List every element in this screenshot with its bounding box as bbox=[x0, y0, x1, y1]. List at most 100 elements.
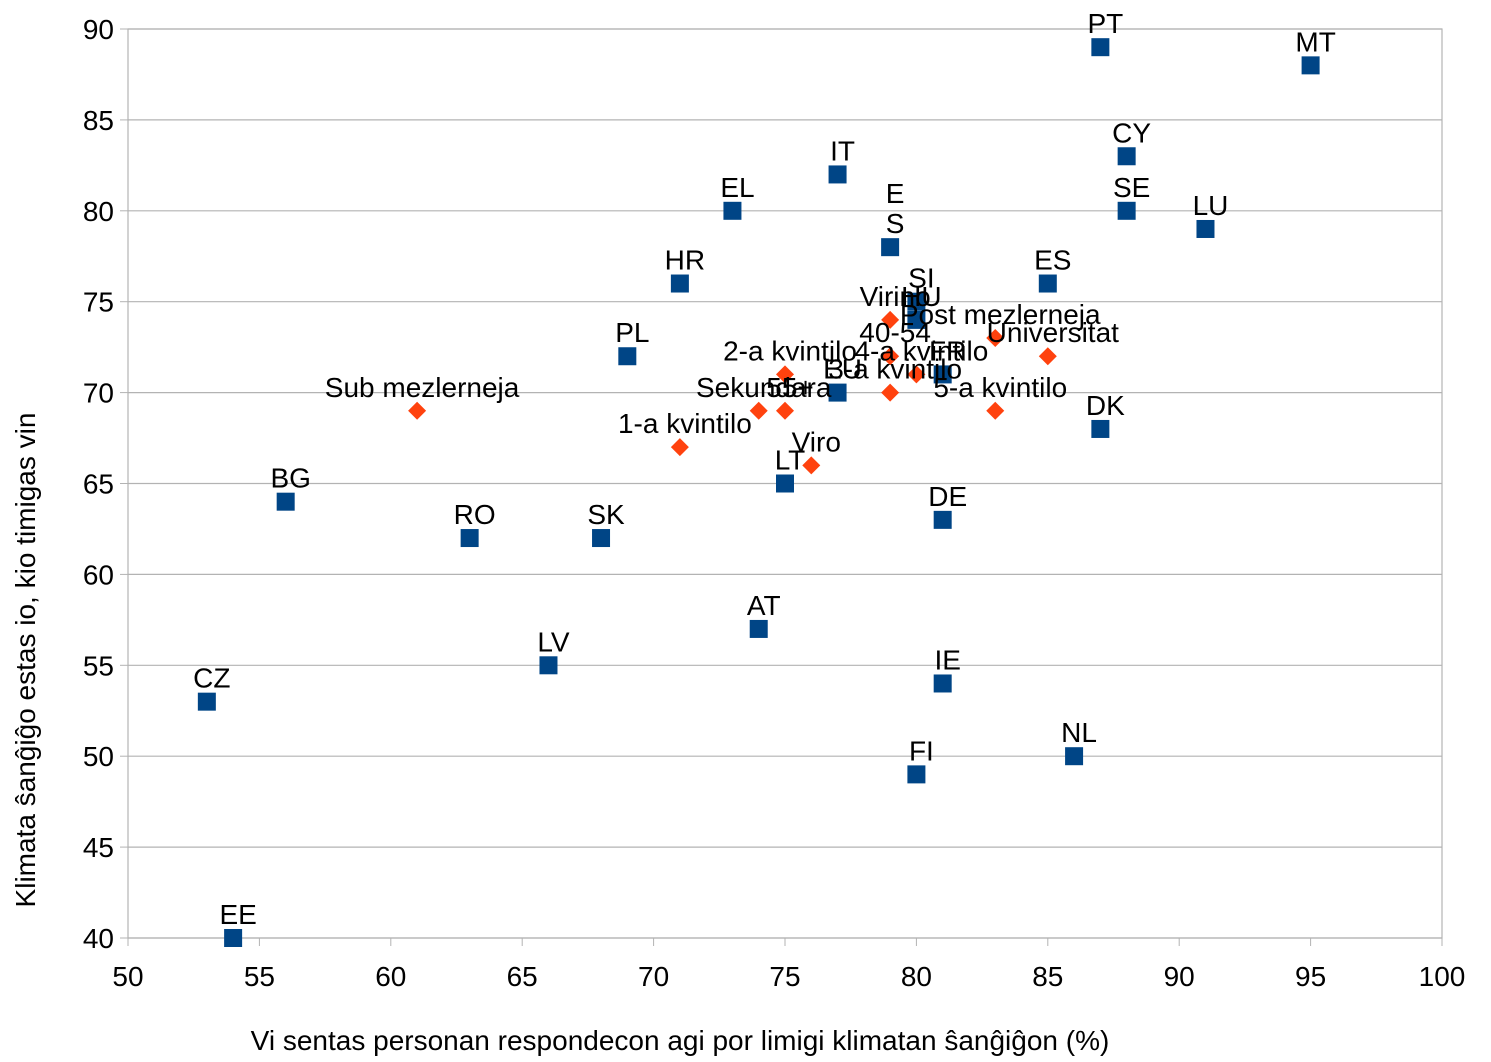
x-tick-label: 60 bbox=[375, 961, 406, 992]
point bbox=[828, 383, 847, 402]
point-label: LU bbox=[1193, 190, 1229, 221]
point bbox=[828, 165, 847, 184]
point bbox=[907, 292, 926, 311]
point-label: Virino bbox=[860, 281, 931, 312]
point-label: SK bbox=[587, 499, 625, 530]
y-tick-label: 75 bbox=[83, 287, 114, 318]
point-label: AT bbox=[747, 590, 781, 621]
point-label: 1-a kvintilo bbox=[618, 408, 752, 439]
point bbox=[197, 692, 216, 711]
point-label: EE bbox=[219, 899, 256, 930]
point bbox=[907, 765, 926, 784]
point-label: 2-a kvintilo bbox=[723, 335, 857, 366]
point bbox=[881, 310, 900, 329]
point-label: DE bbox=[928, 481, 967, 512]
point bbox=[881, 383, 900, 402]
point-label: ES bbox=[1034, 245, 1071, 276]
y-tick-label: 50 bbox=[83, 741, 114, 772]
point bbox=[539, 656, 558, 675]
point-label: PT bbox=[1087, 8, 1123, 39]
point-label: FR bbox=[929, 335, 966, 366]
point bbox=[802, 456, 821, 475]
point-label: HU bbox=[901, 281, 941, 312]
point-label: 55+ bbox=[766, 372, 814, 403]
point bbox=[408, 401, 427, 420]
plot-frame bbox=[127, 28, 1443, 939]
point bbox=[749, 401, 768, 420]
point bbox=[776, 365, 794, 384]
point bbox=[276, 492, 295, 511]
y-tick-label: 45 bbox=[83, 832, 114, 863]
point bbox=[1196, 219, 1215, 238]
x-tick-label: 75 bbox=[769, 961, 800, 992]
point bbox=[776, 474, 794, 493]
point bbox=[907, 310, 926, 329]
point-label: 5-a kvintilo bbox=[933, 372, 1067, 403]
point bbox=[907, 365, 926, 384]
point-label: MT bbox=[1295, 26, 1335, 57]
point-label: Post mezlerneja bbox=[900, 299, 1101, 330]
point-label: SE bbox=[1113, 172, 1150, 203]
y-tick-label: 85 bbox=[83, 105, 114, 136]
point-label: BG bbox=[270, 463, 310, 494]
point bbox=[881, 238, 900, 257]
point-label: 3-a kvintilo bbox=[828, 354, 962, 385]
point bbox=[933, 674, 952, 693]
y-tick-label: 65 bbox=[83, 469, 114, 500]
point bbox=[776, 401, 794, 420]
point bbox=[224, 929, 243, 947]
point bbox=[1038, 347, 1057, 366]
point-label: NL bbox=[1061, 717, 1097, 748]
y-tick-label: 90 bbox=[83, 14, 114, 45]
point bbox=[986, 401, 1005, 420]
y-axis-title: Klimata ŝanĝiĝo estas io, kio timigas vi… bbox=[10, 413, 41, 908]
point bbox=[881, 347, 900, 366]
point-label: Viro bbox=[792, 426, 841, 457]
point bbox=[933, 365, 952, 384]
point-label: CZ bbox=[193, 663, 230, 694]
x-tick-label: 80 bbox=[901, 961, 932, 992]
point bbox=[618, 347, 637, 366]
x-tick-label: 100 bbox=[1419, 961, 1466, 992]
point bbox=[1038, 274, 1057, 293]
point-label: EL bbox=[720, 172, 754, 203]
point bbox=[460, 529, 479, 548]
x-axis-title: Vi sentas personan respondecon agi por l… bbox=[251, 1025, 1110, 1056]
point bbox=[933, 510, 952, 529]
point bbox=[1117, 147, 1136, 166]
point-label: Sub mezlerneja bbox=[325, 372, 520, 403]
point-label: Universitat bbox=[987, 317, 1119, 348]
point bbox=[1117, 201, 1136, 220]
point bbox=[670, 438, 689, 457]
point-label: PL bbox=[615, 317, 649, 348]
point-label: CY bbox=[1112, 117, 1151, 148]
point-label: DK bbox=[1086, 390, 1125, 421]
point-label: SI bbox=[908, 263, 934, 294]
y-tick-label: 55 bbox=[83, 650, 114, 681]
point-label: 4-a kvintilo bbox=[854, 335, 988, 366]
point-label: Sekundara bbox=[696, 372, 832, 403]
x-tick-label: 95 bbox=[1295, 961, 1326, 992]
point bbox=[670, 274, 689, 293]
x-tick-label: 85 bbox=[1032, 961, 1063, 992]
point-label: LT bbox=[775, 445, 806, 476]
point bbox=[1065, 747, 1084, 766]
y-tick-label: 40 bbox=[83, 923, 114, 954]
point bbox=[986, 329, 1005, 348]
y-tick-label: 70 bbox=[83, 378, 114, 409]
y-tick-label: 60 bbox=[83, 559, 114, 590]
point bbox=[1091, 38, 1110, 57]
point bbox=[1091, 419, 1110, 438]
point-label: IE bbox=[934, 644, 960, 675]
point-label: EU bbox=[823, 354, 862, 385]
point bbox=[1301, 56, 1320, 75]
x-tick-label: 65 bbox=[507, 961, 538, 992]
point bbox=[749, 619, 768, 638]
point bbox=[592, 529, 611, 548]
point-label: FI bbox=[909, 735, 934, 766]
y-tick-label: 80 bbox=[83, 196, 114, 227]
point-label: RO bbox=[454, 499, 496, 530]
point bbox=[723, 201, 742, 220]
